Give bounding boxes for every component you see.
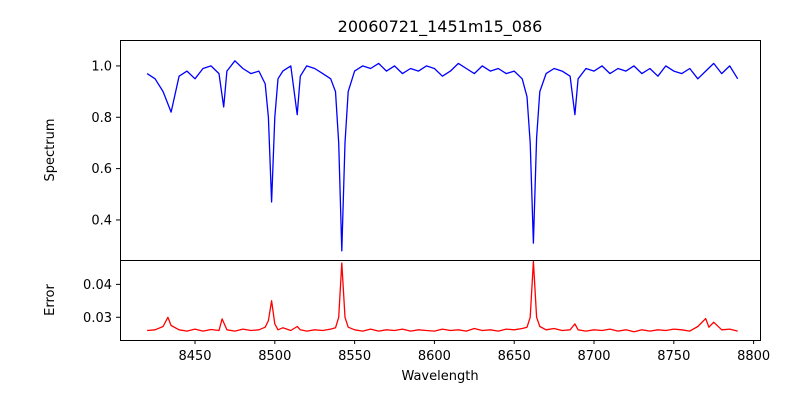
y-tick-label: 0.4 <box>91 213 112 228</box>
x-tick-label: 8600 <box>418 349 451 364</box>
error-axes-frame <box>120 260 761 341</box>
x-tick-label: 8550 <box>338 349 371 364</box>
x-tick-label: 8800 <box>737 349 770 364</box>
x-tick-label: 8700 <box>577 349 610 364</box>
y-tick-label: 0.04 <box>83 278 112 293</box>
x-tick-label: 8500 <box>258 349 291 364</box>
y-tick-label: 0.8 <box>91 111 112 126</box>
error-y-label: Error <box>43 284 58 316</box>
x-tick-label: 8450 <box>178 349 211 364</box>
error-y-ticks: 0.03 0.04 <box>83 278 120 326</box>
x-tick-label: 8750 <box>657 349 690 364</box>
spectrum-y-ticks: 0.4 0.6 0.8 1.0 <box>91 59 120 228</box>
x-tick-label: 8650 <box>498 349 531 364</box>
x-axis-label: Wavelength <box>401 369 478 384</box>
x-axis-ticks: 8450 8500 8550 8600 8650 8700 8750 8800 <box>178 340 770 364</box>
y-tick-label: 0.03 <box>83 311 112 326</box>
y-tick-label: 0.6 <box>91 162 112 177</box>
chart-title: 20060721_1451m15_086 <box>338 17 543 37</box>
spectrum-series-line <box>146 60 739 252</box>
y-tick-label: 1.0 <box>91 59 112 74</box>
error-series-line <box>147 260 738 333</box>
spectrum-y-label: Spectrum <box>43 119 58 182</box>
